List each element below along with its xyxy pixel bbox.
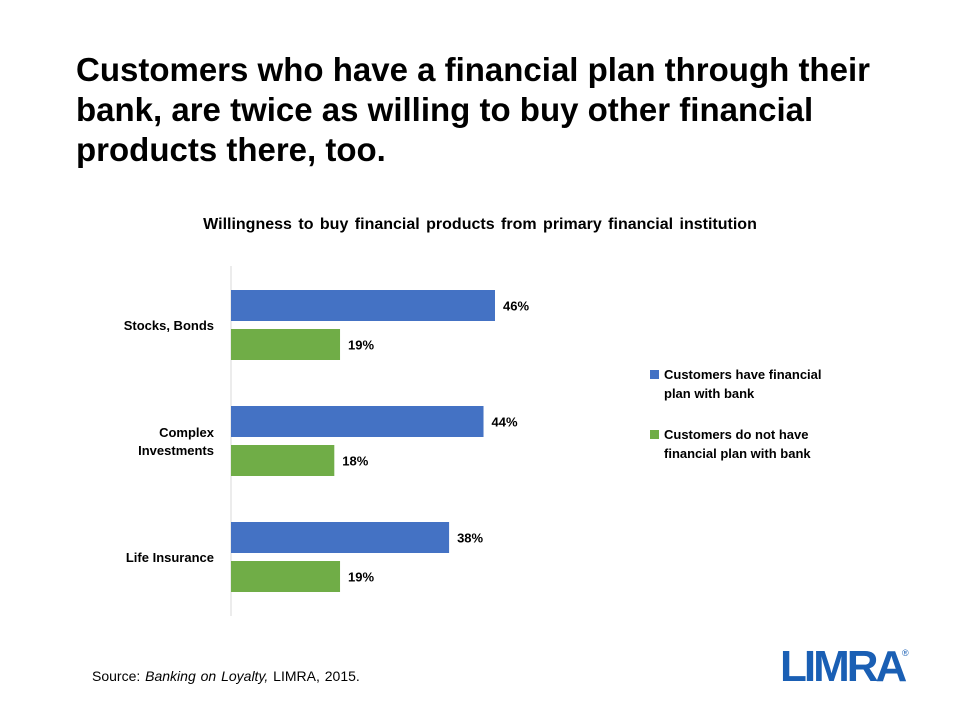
source-note: Source: Banking on Loyalty, LIMRA, 2015.	[92, 668, 360, 684]
data-label: 19%	[348, 338, 374, 353]
data-label: 46%	[503, 299, 529, 314]
bar-series-1	[231, 406, 484, 437]
category-label: Stocks, Bonds	[124, 318, 214, 333]
bar-series-2	[231, 445, 335, 476]
legend-swatch-series-2	[650, 430, 659, 439]
legend-label-series-2-line-1: Customers do not have	[664, 427, 809, 442]
category-label: Complex	[159, 425, 215, 440]
chart-legend: Customers have financial plan with bank …	[650, 365, 850, 485]
category-label: Investments	[138, 443, 214, 458]
data-label: 19%	[348, 570, 374, 585]
legend-item-series-2: Customers do not have financial plan wit…	[650, 425, 850, 463]
source-suffix: LIMRA, 2015.	[268, 668, 360, 684]
source-title: Banking on Loyalty,	[145, 668, 269, 684]
source-prefix: Source:	[92, 668, 146, 684]
slide-title: Customers who have a financial plan thro…	[76, 51, 870, 168]
bar-series-2	[231, 561, 341, 592]
data-label: 38%	[457, 531, 483, 546]
data-label: 44%	[492, 415, 518, 430]
bar-series-1	[231, 290, 495, 321]
logo-registered-mark: ®	[902, 648, 909, 658]
chart-title: Willingness to buy financial products fr…	[203, 216, 757, 233]
legend-swatch-series-1	[650, 370, 659, 379]
legend-label-series-1-line-1: Customers have financial	[664, 367, 822, 382]
legend-label-series-1-line-2: plan with bank	[664, 386, 755, 401]
bar-series-2	[231, 329, 341, 360]
legend-label-series-2-line-2: financial plan with bank	[664, 446, 811, 461]
data-label: 18%	[342, 454, 368, 469]
category-label: Life Insurance	[126, 550, 214, 565]
limra-logo: LIMRA	[780, 642, 907, 691]
bar-series-1	[231, 522, 450, 553]
legend-item-series-1: Customers have financial plan with bank	[650, 365, 850, 403]
